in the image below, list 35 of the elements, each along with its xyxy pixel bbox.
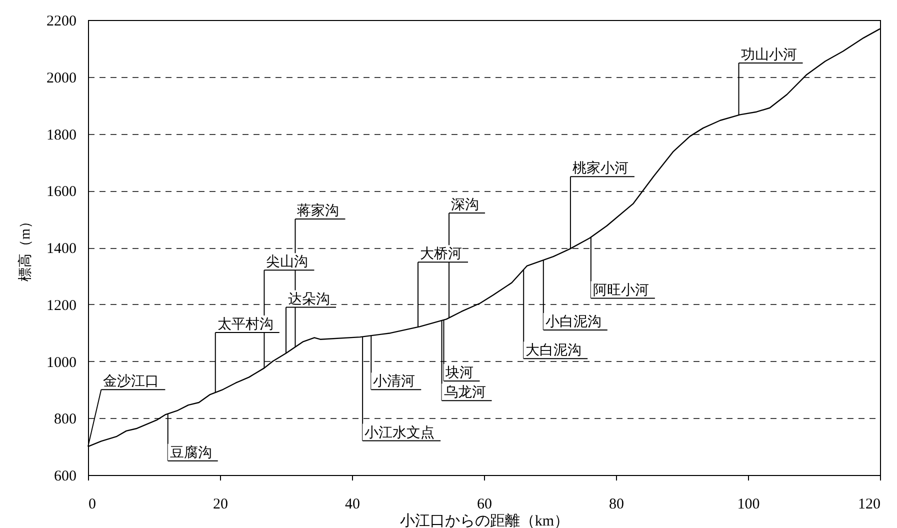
annotation: 小江水文点 — [364, 424, 435, 441]
annotation: 功山小河 — [740, 46, 797, 63]
annotation: 小清河 — [373, 374, 416, 390]
x-tick-label: 20 — [213, 496, 228, 512]
y-tick-label: 2000 — [46, 70, 76, 86]
y-tick-label: 800 — [54, 412, 76, 428]
y-tick-label: 1400 — [46, 241, 76, 257]
annotation: 深沟 — [451, 197, 480, 214]
y-tick-label: 600 — [54, 468, 76, 484]
annotation: 大桥河 — [420, 246, 462, 262]
annotation: 乌龙河 — [444, 384, 486, 401]
annotation: 桃家小河 — [572, 160, 628, 177]
x-tick-label: 40 — [345, 496, 360, 512]
x-axis-title: 小江口からの距離（km） — [400, 512, 570, 528]
annotation: 金沙江口 — [103, 374, 160, 390]
y-tick-label: 1200 — [46, 298, 76, 314]
y-tick-label: 1800 — [46, 127, 76, 144]
annotation: 小白泥沟 — [545, 314, 602, 330]
y-tick-label: 2200 — [46, 14, 76, 30]
annotation: 阿旺小河 — [592, 282, 649, 298]
annotation: 蒋家沟 — [297, 203, 340, 220]
y-tick-label: 1000 — [46, 354, 76, 371]
x-tick-label: 100 — [737, 496, 760, 512]
x-tick-label: 0 — [88, 496, 96, 512]
annotation: 大白泥沟 — [526, 342, 582, 359]
annotation: 达朵沟 — [288, 291, 330, 308]
y-tick-label: 1600 — [46, 184, 76, 200]
y-axis-title: 標高（m） — [18, 214, 34, 282]
annotation: 尖山沟 — [266, 254, 308, 270]
annotation: 太平村沟 — [217, 316, 274, 333]
x-tick-label: 60 — [477, 496, 492, 512]
x-tick-label: 120 — [858, 496, 880, 512]
annotation: 块河 — [444, 365, 474, 382]
x-tick-label: 80 — [609, 496, 624, 512]
annotation: 豆腐沟 — [170, 444, 212, 461]
